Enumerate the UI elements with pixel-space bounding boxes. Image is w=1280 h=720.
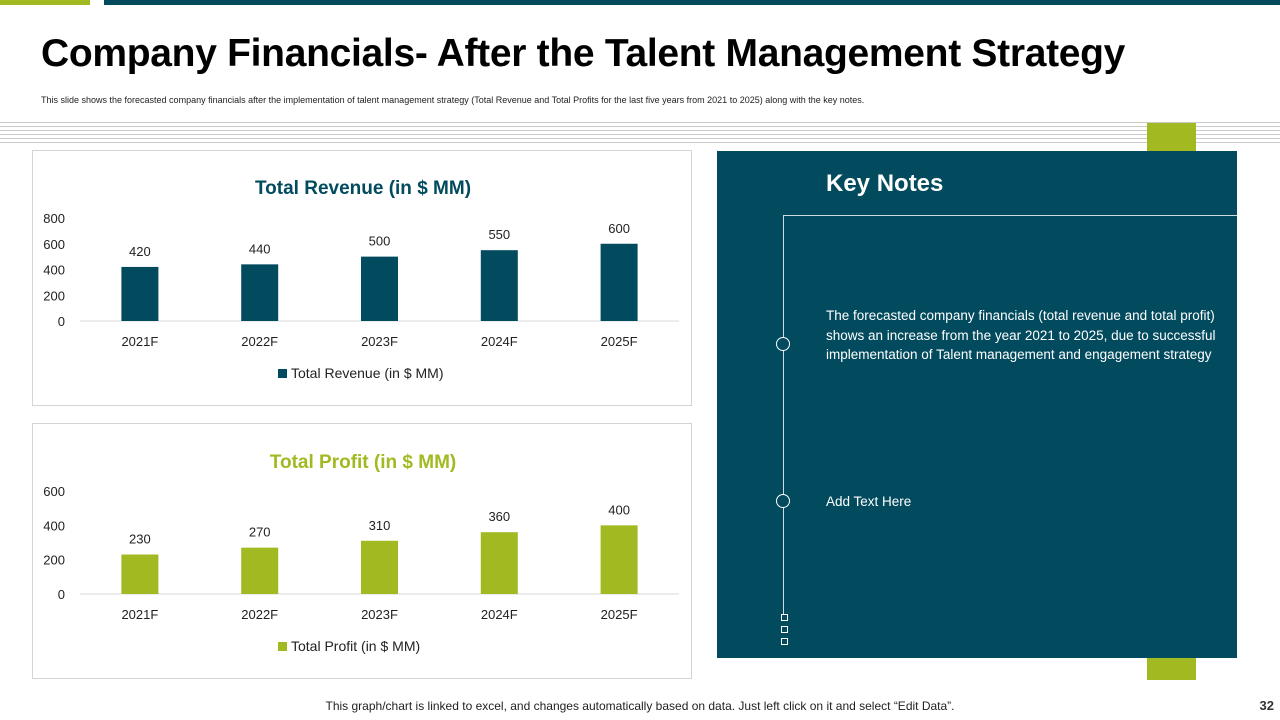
key-note-1: The forecasted company financials (total…: [826, 308, 1216, 362]
profit-data-label: 360: [488, 509, 510, 524]
revenue-y-tick-label: 800: [43, 211, 65, 226]
revenue-x-tick-label: 2022F: [241, 334, 278, 349]
profit-y-tick-label: 0: [58, 587, 65, 602]
page-title: Company Financials- After the Talent Man…: [41, 32, 1126, 75]
revenue-x-tick-label: 2021F: [121, 334, 158, 349]
top-accent-green: [0, 0, 90, 5]
profit-bar-2023F: [361, 540, 398, 594]
revenue-y-tick-label: 200: [43, 288, 65, 303]
profit-bar-2025F: [600, 525, 638, 594]
revenue-legend-label: Total Revenue (in $ MM): [291, 365, 444, 381]
decorative-green-block-top: [1147, 123, 1196, 151]
key-notes-panel: Key Notes The forecasted company financi…: [717, 151, 1237, 658]
profit-x-tick-label: 2023F: [361, 607, 398, 622]
revenue-data-label: 440: [249, 241, 271, 256]
timeline-circle-2: [776, 494, 790, 508]
page-subtitle: This slide shows the forecasted company …: [41, 95, 865, 105]
top-accent-blue: [104, 0, 1280, 5]
key-note-2: Add Text Here: [826, 494, 912, 509]
revenue-x-tick-label: 2023F: [361, 334, 398, 349]
profit-data-label: 230: [129, 532, 151, 547]
profit-y-tick-label: 600: [43, 484, 65, 499]
profit-legend-label: Total Profit (in $ MM): [291, 638, 420, 654]
revenue-data-label: 420: [129, 244, 151, 259]
profit-bar-2022F: [241, 547, 279, 594]
profit-data-label: 310: [369, 518, 391, 533]
profit-y-tick-label: 400: [43, 518, 65, 533]
profit-x-tick-label: 2022F: [241, 607, 278, 622]
profit-chart: Total Profit (in $ MM) 0 200 400 600 230 2021F…: [43, 452, 679, 654]
profit-chart-card[interactable]: Total Profit (in $ MM) 0 200 400 600 230 2021F…: [32, 423, 692, 679]
profit-data-label: 400: [608, 502, 630, 517]
revenue-bar-2023F: [361, 256, 398, 321]
profit-chart-title: Total Profit (in $ MM): [270, 452, 456, 473]
footer-note: This graph/chart is linked to excel, and…: [325, 699, 955, 713]
profit-y-tick-label: 200: [43, 553, 65, 568]
revenue-chart: Total Revenue (in $ MM) 0 200 400 600 800 420 2…: [43, 178, 679, 381]
revenue-chart-title: Total Revenue (in $ MM): [255, 178, 471, 199]
key-notes-title: Key Notes: [826, 170, 944, 197]
revenue-y-tick-label: 400: [43, 263, 65, 278]
revenue-x-tick-label: 2024F: [481, 334, 518, 349]
profit-x-tick-label: 2025F: [601, 607, 638, 622]
revenue-chart-card[interactable]: Total Revenue (in $ MM) 0 200 400 600 800 420 2…: [32, 150, 692, 406]
revenue-bar-2022F: [241, 264, 279, 321]
timeline-square-2: [781, 626, 788, 633]
revenue-bar-2025F: [600, 243, 638, 321]
timeline-circle-1: [776, 337, 790, 351]
revenue-data-label: 600: [608, 221, 630, 236]
revenue-x-tick-label: 2025F: [601, 334, 638, 349]
key-notes-timeline: [783, 215, 784, 615]
decorative-stripes: [0, 122, 1280, 146]
profit-x-tick-label: 2024F: [481, 607, 518, 622]
timeline-square-3: [781, 638, 788, 645]
revenue-y-tick-label: 600: [43, 237, 65, 252]
timeline-square-1: [781, 614, 788, 621]
profit-bar-2024F: [480, 532, 518, 594]
page-number: 32: [1259, 698, 1274, 713]
decorative-green-block-bottom: [1147, 657, 1196, 680]
revenue-y-tick-label: 0: [58, 314, 65, 329]
profit-data-label: 270: [249, 525, 271, 540]
profit-legend-swatch: [278, 642, 287, 651]
revenue-bar-2024F: [480, 250, 518, 321]
profit-x-tick-label: 2021F: [121, 607, 158, 622]
key-notes-divider: [784, 215, 1237, 216]
revenue-legend-swatch: [278, 369, 287, 378]
revenue-data-label: 550: [488, 227, 510, 242]
revenue-bar-2021F: [121, 266, 159, 321]
profit-bar-2021F: [121, 554, 159, 594]
revenue-data-label: 500: [369, 234, 391, 249]
